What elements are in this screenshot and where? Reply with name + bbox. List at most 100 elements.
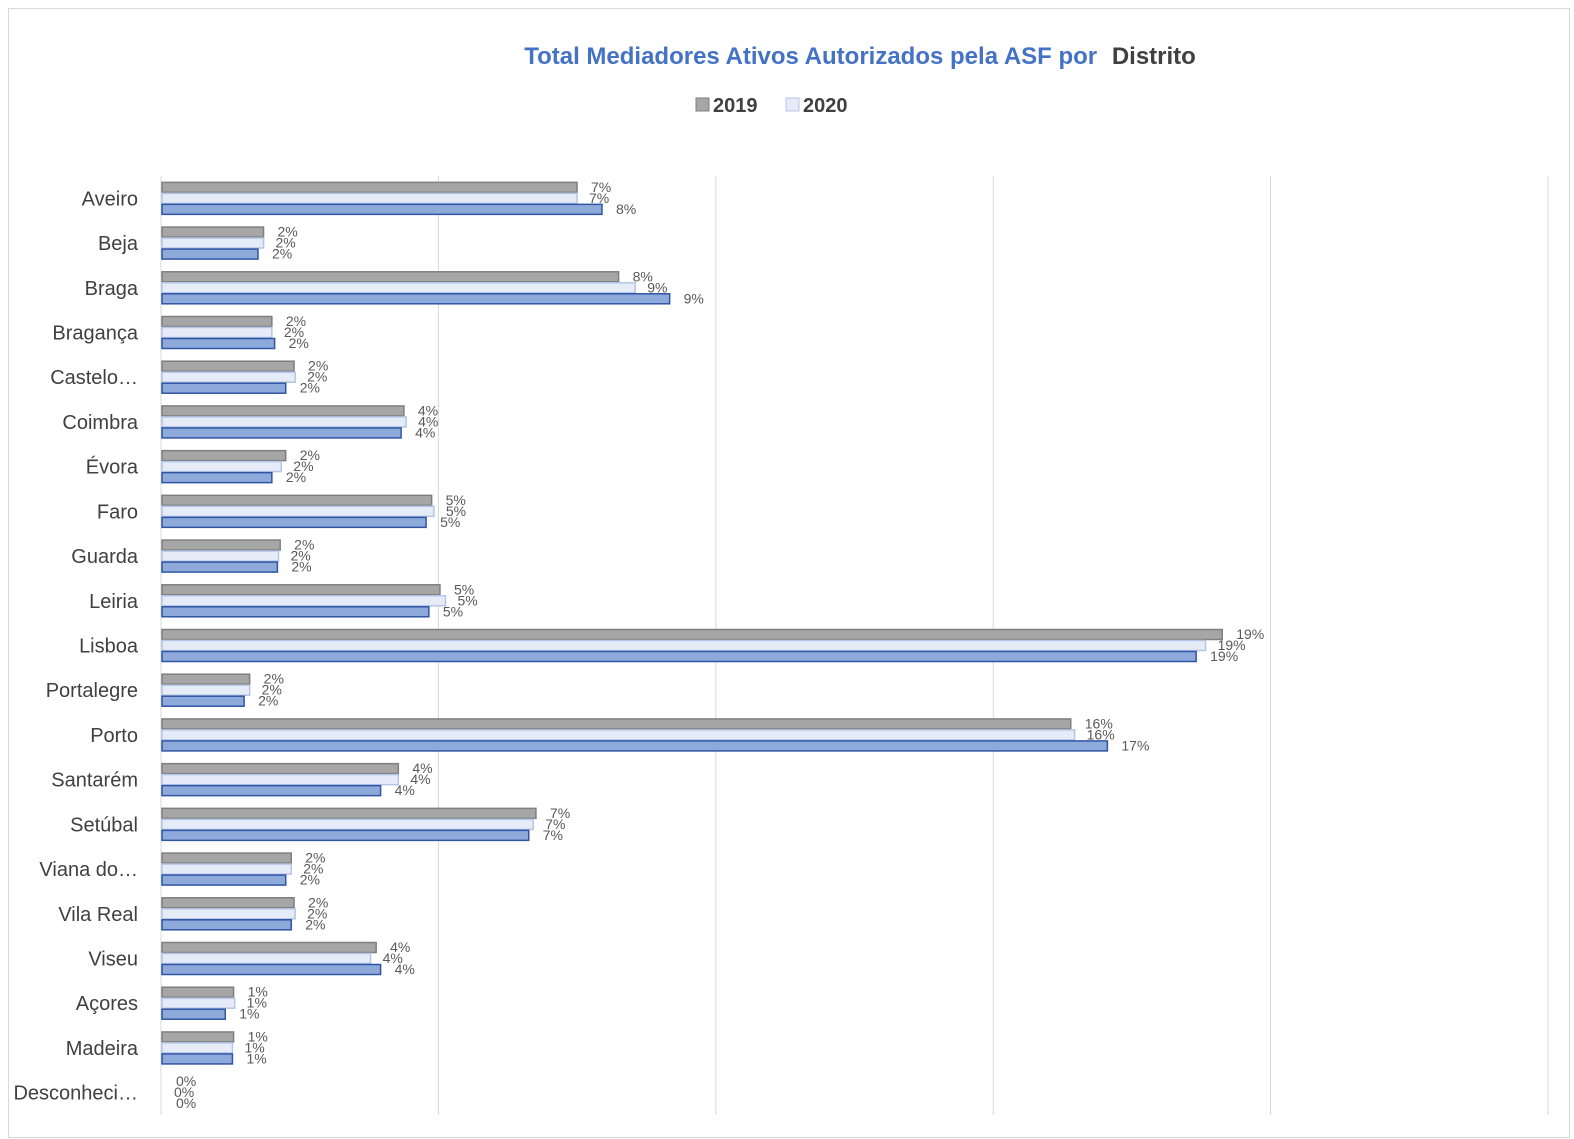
data-labels: 7%7%8%2%2%2%8%9%9%2%2%2%2%2%2%4%4%4%2%2%… — [174, 179, 1264, 1111]
bar — [161, 963, 382, 976]
category-label: Viseu — [88, 949, 138, 971]
chart-title: Total Mediadores Ativos Autorizados pela… — [524, 43, 1196, 70]
data-label: 0% — [176, 1095, 196, 1111]
category-label: Bragança — [52, 323, 138, 345]
data-label: 4% — [412, 760, 432, 776]
bar — [161, 863, 293, 875]
category-label: Évora — [86, 456, 139, 479]
bar — [161, 952, 372, 965]
data-label: 2% — [303, 861, 323, 877]
bar — [161, 941, 377, 954]
bar — [161, 550, 280, 562]
data-label: 4% — [418, 413, 438, 429]
bar — [161, 460, 283, 473]
data-label: 2% — [308, 358, 328, 374]
category-label: Beja — [98, 233, 139, 255]
category-label: Braga — [85, 278, 139, 300]
legend-swatch — [785, 97, 800, 112]
data-label: 5% — [446, 492, 466, 508]
data-label: 2% — [272, 246, 292, 262]
category-label: Portalegre — [46, 680, 138, 702]
legend: 2019 2020 — [695, 95, 848, 117]
data-label: 7% — [550, 805, 570, 821]
bar — [161, 427, 402, 439]
bar — [161, 908, 296, 920]
legend-label: 2020 — [803, 95, 848, 117]
bar — [161, 628, 1223, 641]
data-label: 2% — [258, 693, 278, 709]
data-label: 2% — [291, 559, 311, 575]
bar — [161, 650, 1197, 663]
data-label: 2% — [308, 894, 328, 910]
data-label: 2% — [262, 682, 282, 698]
bar — [161, 818, 534, 831]
bar — [161, 293, 671, 305]
bar — [161, 595, 447, 607]
legend-swatch — [695, 97, 710, 112]
bar — [161, 505, 435, 518]
bar — [161, 639, 1207, 652]
bar — [161, 986, 235, 998]
data-label: 8% — [616, 201, 636, 217]
bar — [161, 192, 578, 205]
bar — [161, 315, 273, 328]
category-label: Guarda — [71, 546, 139, 568]
bar — [161, 784, 382, 797]
bar — [161, 584, 441, 596]
category-label: Aveiro — [82, 188, 138, 210]
data-label: 2% — [289, 335, 309, 351]
data-label: 7% — [589, 190, 609, 206]
bar — [161, 561, 279, 573]
data-label: 2% — [264, 671, 284, 687]
category-label: Vila Real — [58, 904, 138, 926]
data-label: 19% — [1218, 637, 1246, 653]
data-label: 2% — [293, 458, 313, 474]
data-label: 1% — [239, 1006, 259, 1022]
bar — [161, 874, 287, 886]
data-label: 5% — [440, 514, 460, 530]
data-label: 2% — [286, 313, 306, 329]
data-label: 2% — [307, 369, 327, 385]
bar — [161, 919, 293, 931]
bar — [161, 282, 636, 294]
data-label: 4% — [395, 782, 415, 798]
data-label: 2% — [305, 850, 325, 866]
chart-title-emphasis: Distrito — [1112, 43, 1196, 70]
data-label: 2% — [284, 324, 304, 340]
data-label: 5% — [446, 503, 466, 519]
data-label: 2% — [276, 235, 296, 251]
bar — [161, 449, 287, 462]
data-label: 1% — [244, 1039, 264, 1055]
data-label: 0% — [174, 1084, 194, 1100]
bar — [161, 1053, 234, 1065]
data-label: 4% — [390, 939, 410, 955]
bar — [161, 1042, 234, 1054]
category-label: Açores — [76, 993, 138, 1015]
category-label: Setúbal — [70, 814, 138, 836]
bar — [161, 718, 1072, 730]
bar — [161, 237, 265, 249]
data-label: 1% — [247, 995, 267, 1011]
bar — [161, 729, 1076, 741]
bar — [161, 371, 296, 383]
data-label: 1% — [248, 1028, 268, 1044]
bar — [161, 897, 295, 909]
bar — [161, 516, 427, 529]
data-label: 4% — [418, 402, 438, 418]
data-label: 0% — [176, 1073, 196, 1089]
legend-label: 2019 — [713, 95, 758, 117]
bar — [161, 226, 265, 238]
data-label: 8% — [633, 268, 653, 284]
data-label: 2% — [300, 380, 320, 396]
category-label: Castelo… — [50, 367, 138, 389]
bar — [161, 382, 287, 394]
data-label: 1% — [248, 984, 268, 1000]
data-label: 5% — [454, 581, 474, 597]
bar — [161, 471, 273, 484]
data-label: 5% — [443, 603, 463, 619]
bar — [161, 773, 400, 786]
bar — [161, 539, 281, 551]
bar — [161, 997, 236, 1009]
bar — [161, 494, 433, 507]
